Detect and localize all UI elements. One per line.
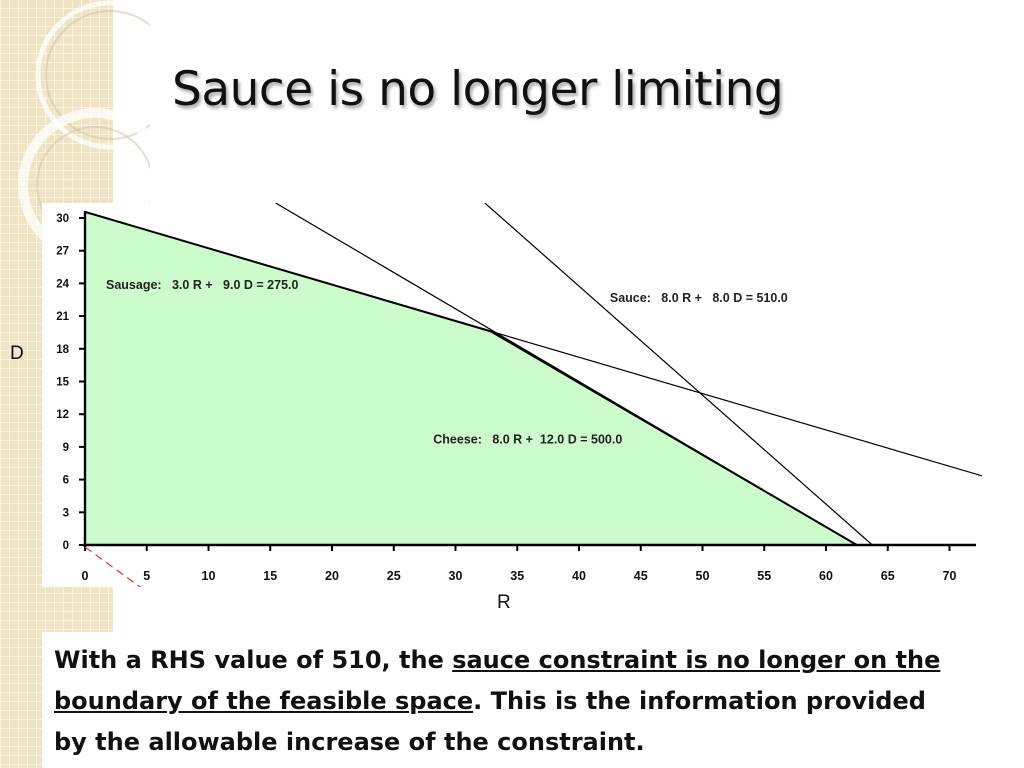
x-tick-label: 45: [634, 569, 648, 583]
feasible-region: [85, 211, 857, 545]
y-tick-label: 30: [56, 213, 69, 225]
x-tick-label: 65: [881, 569, 895, 583]
x-tick-label: 10: [202, 569, 216, 583]
x-tick-label: 20: [325, 569, 339, 583]
objective-dashed-line: [84, 546, 142, 587]
chart-panel: 0 3 6 9 12 15 18 21 24 27 30 0 5 10 15 20 25 30 35 40 45 50 55…: [42, 203, 982, 587]
x-tick-label: 30: [449, 569, 463, 583]
x-tick-label: 35: [510, 569, 524, 583]
x-tick-label: 0: [82, 569, 89, 583]
y-axis-title: D: [10, 343, 24, 364]
slide-title: Sauce is no longer limiting: [172, 62, 784, 117]
y-tick-label: 24: [56, 278, 69, 290]
x-tick-label: 50: [696, 569, 710, 583]
y-tick-label: 21: [56, 311, 69, 323]
y-tick-label: 15: [56, 377, 69, 389]
x-tick-label: 15: [263, 569, 277, 583]
y-tick-label: 18: [56, 344, 69, 356]
x-axis-title: R: [497, 592, 511, 613]
lp-graph: 0 3 6 9 12 15 18 21 24 27 30 0 5 10 15 20 25 30 35 40 45 50 55…: [56, 203, 982, 587]
constraint-line-sauce: [484, 203, 873, 546]
caption-part-2: . This is the information provided by th…: [54, 687, 926, 756]
y-tick-label: 3: [63, 507, 69, 519]
y-tick-label: 9: [63, 442, 69, 454]
feasible-boundary: [84, 210, 858, 546]
constraint-label-sauce: Sauce: 8.0 R + 8.0 D = 510.0: [610, 291, 788, 305]
x-tick-label: 25: [387, 569, 401, 583]
x-tick-label: 60: [819, 569, 833, 583]
x-tick-label: 5: [143, 569, 150, 583]
y-tick-label: 6: [63, 475, 69, 487]
y-tick-label: 27: [56, 246, 69, 258]
caption-underlined: sauce constraint is no longer on the bou…: [54, 646, 941, 715]
y-tick-label: 12: [56, 409, 69, 421]
caption-text: With a RHS value of 510, the sauce const…: [42, 632, 962, 768]
constraint-label-sausage: Sausage: 3.0 R + 9.0 D = 275.0: [106, 278, 299, 292]
x-tick-label: 70: [943, 569, 957, 583]
y-tick-label: 0: [63, 540, 69, 552]
x-tick-label: 55: [757, 569, 771, 583]
x-tick-label: 40: [572, 569, 586, 583]
caption-part-1: With a RHS value of 510, the: [54, 646, 453, 674]
constraint-label-cheese: Cheese: 8.0 R + 12.0 D = 500.0: [433, 433, 622, 447]
